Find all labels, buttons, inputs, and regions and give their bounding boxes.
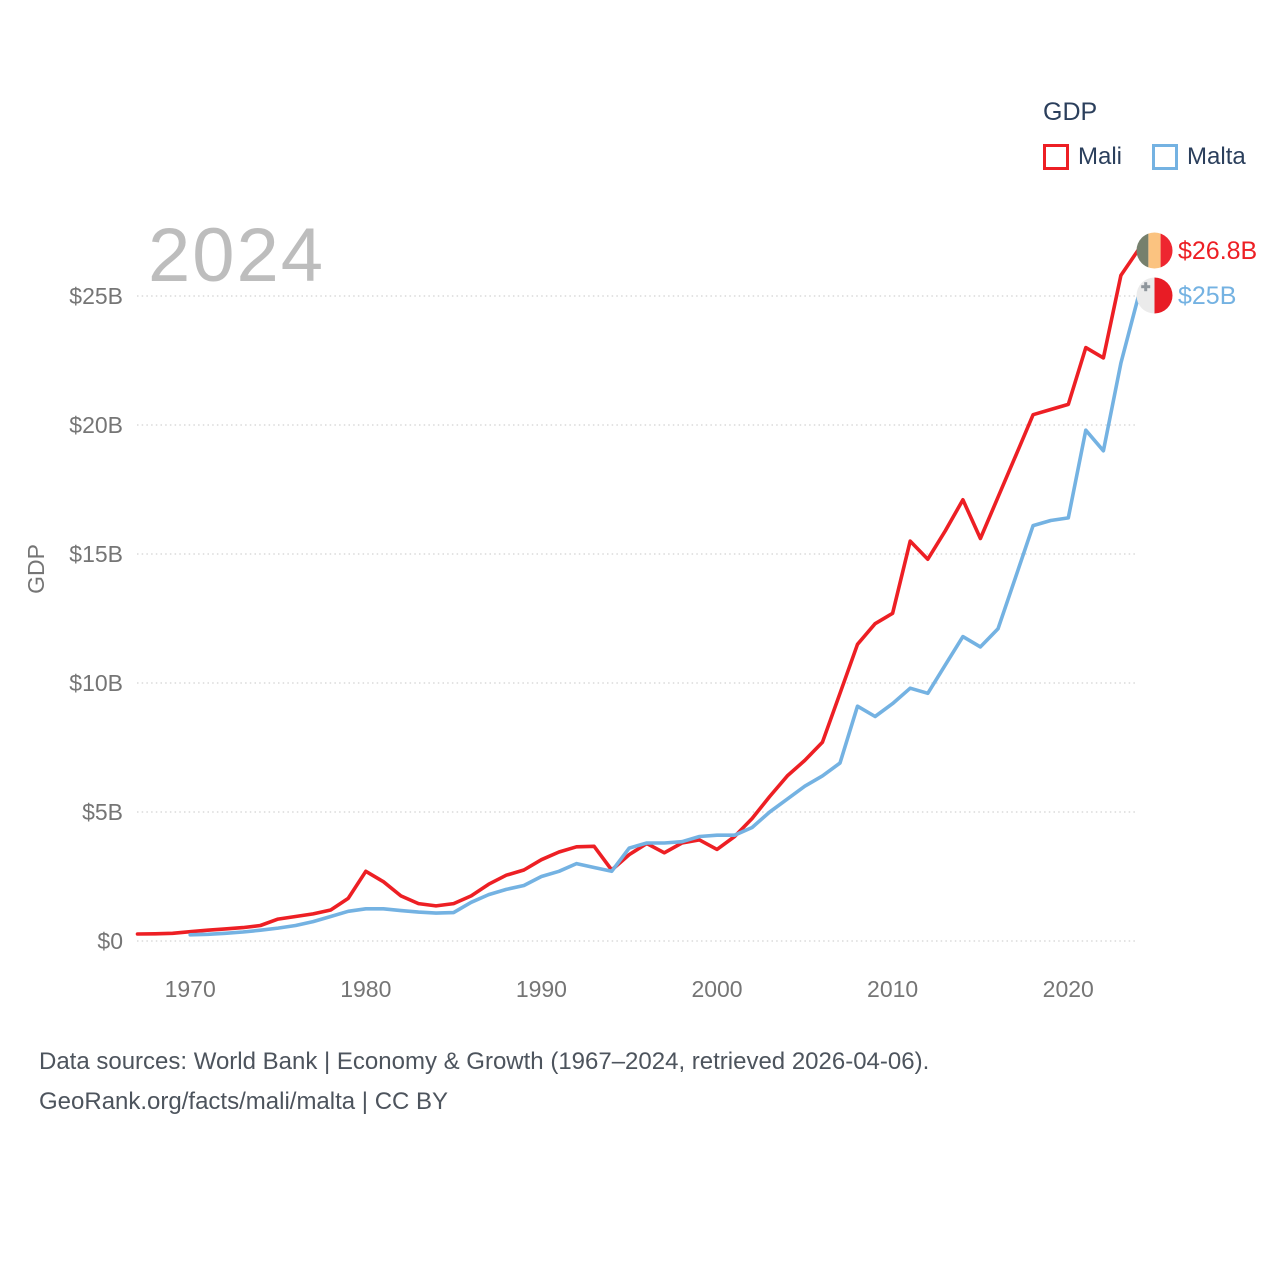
mali-flag-icon [1136,232,1173,269]
mali-value-label: $26.8B [1178,237,1258,265]
x-tick-label: 2000 [691,976,742,1002]
footer: Data sources: World Bank | Economy & Gro… [39,1042,929,1122]
malta-flag-icon [1136,277,1173,314]
legend-title: GDP [1043,98,1098,126]
george-cross-icon [1141,282,1151,292]
malta-value-label: $25B [1178,282,1237,310]
data-source-line: Data sources: World Bank | Economy & Gro… [39,1048,930,1075]
y-tick-label: $15B [69,541,123,567]
attribution-link-line[interactable]: GeoRank.org/facts/mali/malta | CC BY [39,1088,449,1115]
mali-line [135,247,1141,936]
malta-line [188,294,1141,937]
legend-label-malta: Malta [1187,143,1246,170]
mali-swatch-icon [1043,144,1069,170]
y-tick-label: $5B [82,799,123,825]
legend-item-malta[interactable]: Malta [1152,143,1246,171]
year-watermark: 2024 [148,213,326,298]
y-tick-label: $20B [69,412,123,438]
x-tick-label: 1970 [165,976,216,1002]
y-axis-title: GDP [23,544,49,594]
legend-item-mali[interactable]: Mali [1043,143,1122,171]
legend-label-mali: Mali [1078,143,1123,170]
y-tick-label: $25B [69,283,123,309]
legend: GDP Mali Malta [1043,98,1246,171]
x-tick-label: 1990 [516,976,567,1002]
x-tick-label: 2020 [1043,976,1094,1002]
y-tick-label: $10B [69,670,123,696]
x-tick-label: 1980 [340,976,391,1002]
y-tick-label: $0 [97,928,123,954]
malta-swatch-icon [1152,144,1179,170]
x-tick-label: 2010 [867,976,918,1002]
